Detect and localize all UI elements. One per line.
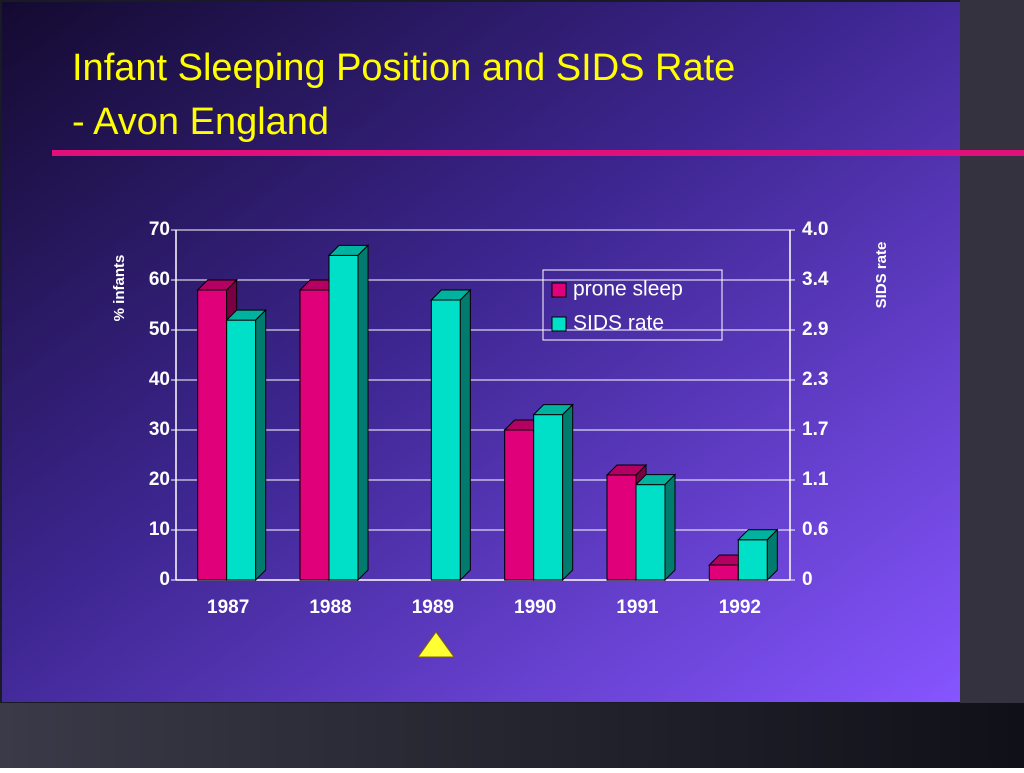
bar-front bbox=[299, 289, 330, 581]
bar bbox=[634, 473, 677, 582]
bar-front bbox=[737, 539, 768, 581]
x-tick-label: 1988 bbox=[309, 597, 351, 618]
bar-front bbox=[533, 414, 564, 581]
legend-label: prone sleep bbox=[573, 278, 683, 301]
y-tick-label: 30 bbox=[149, 419, 170, 440]
y-tick-label: 40 bbox=[149, 369, 170, 390]
legend: prone sleep SIDS rate bbox=[542, 269, 723, 341]
x-tick-label: 1991 bbox=[616, 597, 659, 618]
bar-side bbox=[766, 528, 778, 582]
title: - Avon England bbox=[72, 101, 329, 143]
bar-front bbox=[197, 289, 228, 581]
x-tick-label: 1992 bbox=[719, 597, 761, 618]
x-tick-label: 1990 bbox=[514, 597, 556, 618]
y-tick-label: 0 bbox=[159, 569, 170, 590]
bar-front bbox=[708, 564, 739, 581]
bottom-strip bbox=[0, 703, 1024, 768]
legend-label: SIDS rate bbox=[573, 312, 664, 335]
bar-front bbox=[606, 474, 637, 581]
y2-tick-label: 3.4 bbox=[802, 269, 829, 290]
bar-side bbox=[562, 403, 574, 582]
bar-front bbox=[635, 484, 666, 581]
y-tick-label: 50 bbox=[149, 319, 170, 340]
x-tick-label: 1987 bbox=[207, 597, 249, 618]
chart: 0 10 20 30 40 50 60 70 0 0.6 1.1 1.7 2.3 2.9 3.4 4.0 % i… bbox=[111, 219, 890, 618]
bar-side bbox=[357, 244, 369, 582]
bar-side bbox=[255, 308, 267, 582]
y-axis-label: % infants bbox=[111, 255, 128, 322]
bar-front bbox=[430, 299, 461, 581]
legend-swatch bbox=[551, 282, 567, 298]
bar-front bbox=[328, 254, 359, 581]
bar-front bbox=[504, 429, 535, 581]
legend-box bbox=[542, 269, 723, 341]
y2-tick-label: 2.3 bbox=[802, 369, 828, 390]
y-tick-label: 10 bbox=[149, 519, 170, 540]
bar bbox=[532, 403, 574, 582]
marker-triangle bbox=[417, 631, 455, 658]
y2-tick-label: 2.9 bbox=[802, 319, 828, 340]
title: Infant Sleeping Position and SIDS Rate bbox=[72, 47, 735, 89]
bar-front bbox=[226, 319, 257, 581]
y2-tick-label: 1.1 bbox=[802, 469, 829, 490]
title-rule bbox=[52, 150, 1024, 156]
bar bbox=[430, 288, 472, 582]
slide-panel bbox=[2, 2, 960, 702]
bar bbox=[737, 528, 779, 582]
bar bbox=[327, 244, 370, 582]
legend-swatch bbox=[551, 316, 567, 332]
y2-tick-label: 0.6 bbox=[802, 519, 828, 540]
x-tick-label: 1989 bbox=[412, 597, 454, 618]
y2-tick-label: 0 bbox=[802, 569, 813, 590]
y2-tick-label: 4.0 bbox=[802, 219, 828, 240]
y-tick-label: 20 bbox=[149, 469, 170, 490]
y-tick-label: 70 bbox=[149, 219, 170, 240]
y2-axis-label: SIDS rate bbox=[873, 242, 890, 309]
bar-side bbox=[664, 473, 676, 582]
y2-tick-label: 1.7 bbox=[802, 419, 828, 440]
y-tick-label: 60 bbox=[149, 269, 170, 290]
bar-side bbox=[459, 288, 471, 582]
bar bbox=[225, 308, 267, 582]
side-strip bbox=[960, 0, 1024, 768]
